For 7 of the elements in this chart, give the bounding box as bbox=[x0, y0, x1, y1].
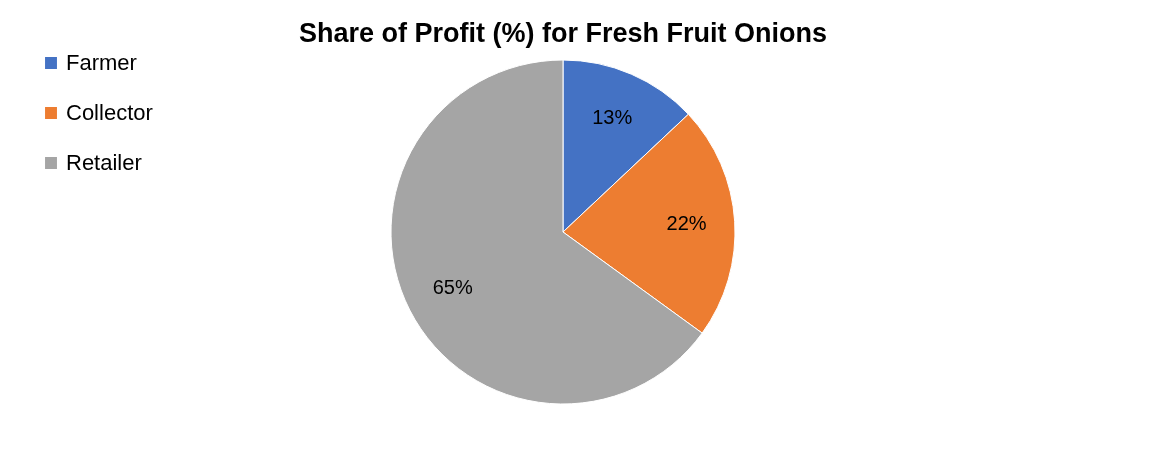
data-label: 13% bbox=[592, 106, 633, 129]
legend-label: Retailer bbox=[66, 150, 142, 175]
legend-label: Farmer bbox=[66, 50, 137, 75]
legend-label: Collector bbox=[66, 100, 153, 125]
data-label: 65% bbox=[432, 276, 473, 299]
data-label: 22% bbox=[666, 212, 707, 235]
chart-title: Share of Profit (%) for Fresh Fruit Onions bbox=[298, 18, 828, 48]
